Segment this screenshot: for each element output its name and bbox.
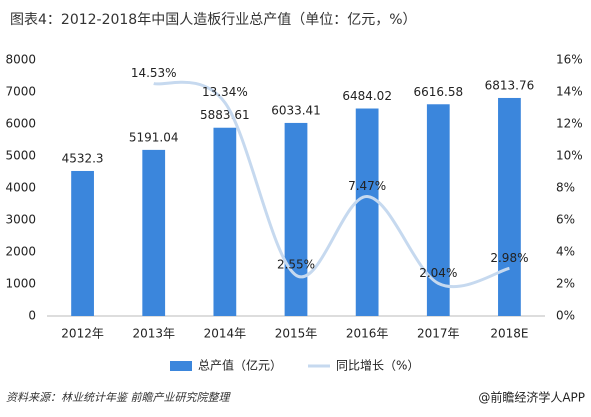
bar-label: 5883.61 (200, 108, 250, 122)
legend-swatch (170, 361, 192, 371)
line (153, 80, 510, 289)
y-tick-label: 8000 (5, 53, 36, 67)
footer: @前瞻经济学人APP (478, 390, 585, 405)
bar-label: 6813.76 (485, 78, 535, 92)
bar-label: 5191.04 (129, 130, 179, 144)
bar-label: 6616.58 (413, 85, 463, 99)
y2-tick-label: 10% (556, 149, 583, 163)
bar-label: 6033.41 (271, 103, 321, 117)
x-tick-label: 2017年 (417, 327, 460, 341)
bar-label: 6484.02 (342, 89, 392, 103)
legend-label: 同比增长（%） (336, 359, 419, 373)
line-label: 14.53% (131, 66, 177, 80)
chart-title: 图表4：2012-2018年中国人造板行业总产值（单位：亿元，%） (10, 12, 417, 28)
x-tick-label: 2014年 (204, 327, 247, 341)
y2-tick-label: 8% (556, 181, 575, 195)
y2-tick-label: 16% (556, 53, 583, 67)
y2-tick-label: 4% (556, 245, 575, 259)
y-tick-label: 3000 (5, 213, 36, 227)
x-tick-label: 2012年 (61, 327, 104, 341)
bar (426, 104, 450, 316)
y-tick-label: 1000 (5, 277, 36, 291)
legend-label: 总产值（亿元） (198, 358, 282, 373)
y-tick-label: 6000 (5, 117, 36, 131)
bar (355, 108, 379, 317)
line-label: 2.55% (277, 258, 315, 272)
y2-tick-label: 6% (556, 213, 575, 227)
y-tick-label: 2000 (5, 245, 36, 259)
x-tick-label: 2013年 (132, 327, 175, 341)
x-tick-label: 2016年 (346, 327, 389, 341)
source: 资料来源：林业统计年鉴 前瞻产业研究院整理 (6, 391, 231, 404)
y2-tick-label: 2% (556, 277, 575, 291)
y2-tick-label: 14% (556, 85, 583, 99)
y2-tick-label: 0% (556, 309, 575, 323)
line-label: 2.04% (419, 266, 457, 280)
line-label: 13.34% (202, 85, 248, 99)
bar (213, 127, 237, 316)
x-tick-label: 2015年 (275, 327, 318, 341)
y-tick-label: 5000 (5, 149, 36, 163)
y2-tick-label: 12% (556, 117, 583, 131)
y-tick-label: 0 (28, 309, 36, 323)
y-tick-label: 7000 (5, 85, 36, 99)
line-label: 2.98% (490, 251, 528, 265)
bar (284, 122, 308, 316)
bar (498, 97, 521, 316)
bar (71, 170, 94, 316)
x-tick-label: 2018E (490, 327, 528, 341)
y-tick-label: 4000 (5, 181, 36, 195)
line-label: 7.47% (348, 179, 386, 193)
bar-label: 4532.3 (62, 151, 104, 165)
bar (142, 149, 166, 316)
